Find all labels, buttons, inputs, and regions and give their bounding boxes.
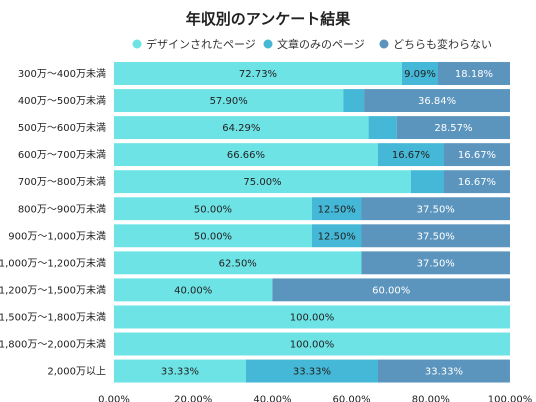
x-axis: 0.00% 20.00% 40.00% 60.00% 80.00% 100.00% [98,395,532,402]
data-label: 50.00% [194,204,232,215]
legend-label-2: どちらも変わらない [393,37,492,51]
bar-segment [114,170,411,194]
data-label: 60.00% [372,285,410,296]
bar-segment [411,170,444,194]
data-label: 18.18% [455,69,493,80]
x-tick-label: 0.00% [98,395,130,402]
data-label: 72.73% [239,69,277,80]
category-label: 500万〜600万未満 [18,122,106,134]
data-label: 16.67% [392,150,430,161]
bar-segment [114,305,510,329]
data-label: 16.67% [458,150,496,161]
x-tick-label: 100.00% [488,395,533,402]
category-label: 400万〜500万未満 [18,95,106,107]
category-label: 800万〜900万未満 [18,203,106,215]
bar-segment [443,143,510,167]
data-label: 62.50% [219,258,257,269]
bar-segment [361,197,510,221]
data-label: 12.50% [318,231,356,242]
bar-segment [443,170,510,194]
legend: デザインされたページ 文章のみのページ どちらも変わらない [132,37,492,51]
bar-segment [377,359,510,383]
bar-segment [114,116,369,140]
data-label: 12.50% [318,204,356,215]
bar-segment [114,197,312,221]
bar-segment [402,62,439,86]
data-label: 28.57% [434,123,472,134]
x-tick-label: 60.00% [333,395,371,402]
bar-segment [114,332,510,356]
bar-segment [368,116,397,140]
legend-marker-2 [379,39,389,49]
legend-marker-0 [132,39,142,49]
data-label: 100.00% [290,340,335,351]
x-tick-label: 80.00% [412,395,450,402]
category-label: 1,800万〜2,000万未満 [0,339,106,351]
category-label: 1,000万〜1,200万未満 [0,257,106,269]
data-label: 9.09% [404,69,436,80]
category-label: 900万〜1,000万未満 [8,230,106,242]
data-label: 100.00% [290,312,335,323]
bar-segment [312,224,362,248]
data-label: 37.50% [417,231,455,242]
legend-label-0: デザインされたページ [146,37,256,51]
data-label: 37.50% [417,258,455,269]
bar-segment [114,89,344,113]
bar-segment [438,62,510,86]
data-label: 50.00% [194,231,232,242]
bar-segment [272,278,510,302]
category-label: 2,000万以上 [47,366,106,378]
data-label: 33.33% [161,367,199,378]
bar-segment [114,359,246,383]
bar-segment [377,143,444,167]
category-label: 700万〜800万未満 [18,176,106,188]
data-label: 57.90% [210,96,248,107]
legend-marker-1 [263,39,273,49]
bar-segment [245,359,378,383]
data-label: 75.00% [243,177,281,188]
category-label: 300万〜400万未満 [18,68,106,80]
x-tick-label: 40.00% [253,395,291,402]
bar-segment [114,143,378,167]
chart-title: 年収別のアンケート結果 [186,10,351,28]
bars-group: 72.73% 9.09% 18.18% 57.90% 36.84% 64.29% 28.57… [114,62,510,384]
category-label: 1,500万〜1,800万未満 [0,311,106,323]
data-label: 36.84% [418,96,456,107]
category-label: 600万〜700万未満 [18,149,106,161]
category-label: 1,200万〜1,500万未満 [0,284,106,296]
data-label: 37.50% [417,204,455,215]
bar-segment [343,89,365,113]
bar-segment [364,89,510,113]
data-label: 33.33% [293,367,331,378]
data-label: 33.33% [425,367,463,378]
legend-label-1: 文章のみのページ [277,37,365,51]
data-label: 64.29% [222,123,260,134]
x-tick-label: 20.00% [174,395,212,402]
bar-segment [361,251,510,275]
data-label: 40.00% [174,285,212,296]
category-labels: 300万〜400万未満 400万〜500万未満 500万〜600万未満 600万〜70… [0,68,106,378]
bar-segment [114,62,403,86]
bar-segment [114,224,312,248]
data-label: 66.66% [227,150,265,161]
data-label: 16.67% [458,177,496,188]
bar-segment [361,224,510,248]
bar-segment [396,116,510,140]
bar-segment [114,278,273,302]
bar-segment [312,197,362,221]
bar-segment [114,251,362,275]
